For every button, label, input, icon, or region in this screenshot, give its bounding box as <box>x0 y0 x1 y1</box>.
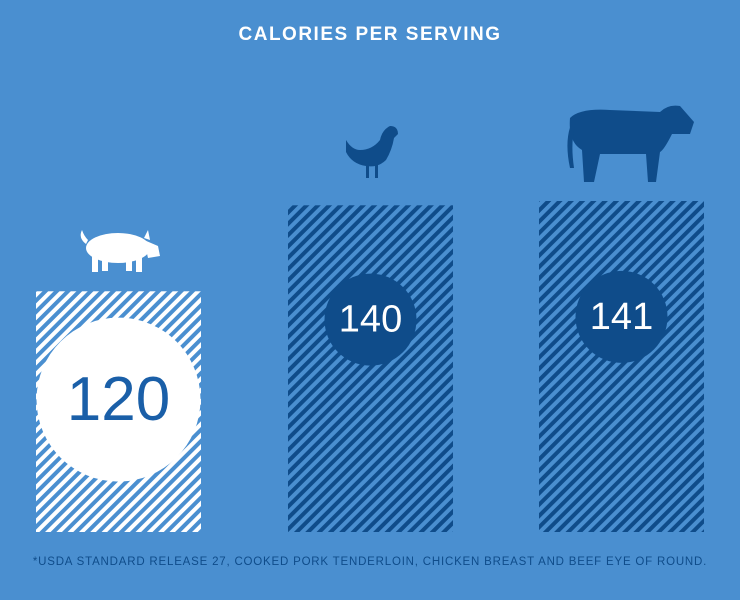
bar <box>539 201 704 532</box>
value-badge <box>36 317 201 482</box>
bar <box>288 205 453 532</box>
value-label: 140 <box>339 299 402 341</box>
value-label: 141 <box>590 296 653 338</box>
footnote: *USDA STANDARD RELEASE 27, COOKED PORK T… <box>33 556 707 568</box>
pig-icon <box>80 230 160 272</box>
chicken-icon <box>346 126 398 178</box>
value-badge <box>575 270 668 363</box>
chart-title: CALORIES PER SERVING <box>239 24 502 45</box>
cow-icon <box>567 105 694 182</box>
value-label: 120 <box>67 365 170 434</box>
value-badge <box>324 273 417 366</box>
